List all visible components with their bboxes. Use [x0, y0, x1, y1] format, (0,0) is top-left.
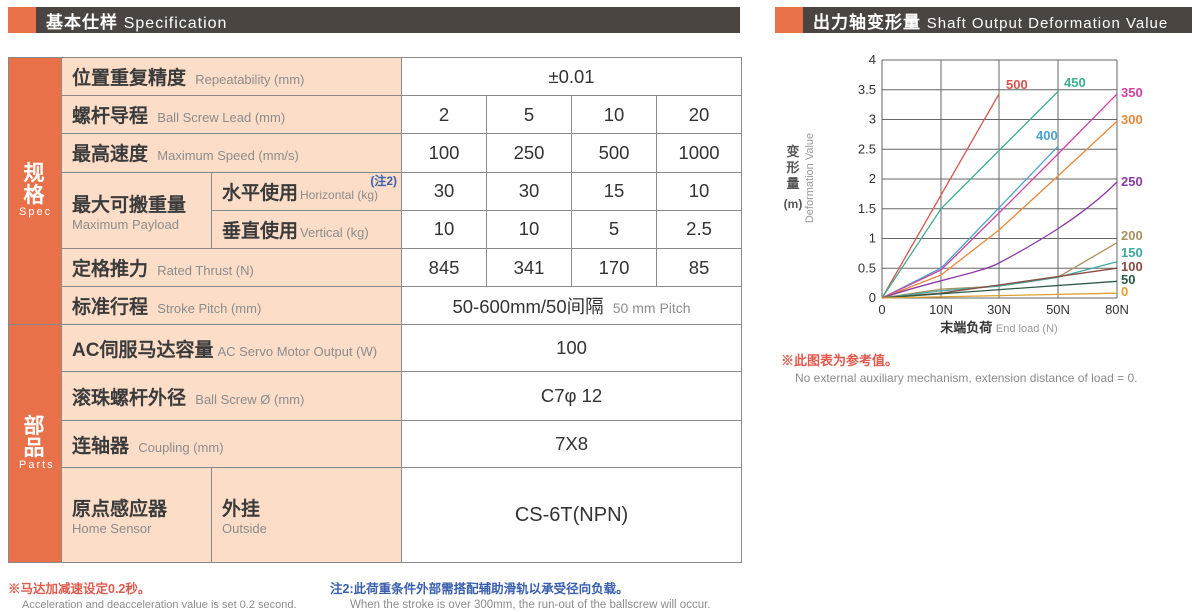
svg-text:30N: 30N — [987, 302, 1011, 317]
svg-text:350: 350 — [1121, 85, 1143, 100]
svg-text:2: 2 — [869, 171, 876, 186]
svg-text:250: 250 — [1121, 174, 1143, 189]
svg-text:3: 3 — [869, 112, 876, 127]
svg-text:1: 1 — [869, 231, 876, 246]
svg-text:50N: 50N — [1046, 302, 1070, 317]
svg-text:量: 量 — [786, 176, 799, 191]
svg-text:450: 450 — [1064, 75, 1086, 90]
svg-text:200: 200 — [1121, 228, 1143, 243]
svg-text:3.5: 3.5 — [858, 82, 876, 97]
svg-text:1.5: 1.5 — [858, 201, 876, 216]
svg-text:2.5: 2.5 — [858, 141, 876, 156]
svg-text:0: 0 — [869, 290, 876, 305]
svg-text:500: 500 — [1006, 77, 1028, 92]
svg-text:0: 0 — [878, 302, 885, 317]
svg-text:(m): (m) — [784, 197, 803, 211]
svg-text:4: 4 — [869, 52, 876, 67]
svg-text:变: 变 — [786, 144, 799, 159]
svg-text:末端负荷 End load (N): 末端负荷 End load (N) — [939, 320, 1057, 335]
svg-text:150: 150 — [1121, 245, 1143, 260]
svg-text:Deformation Value: Deformation Value — [804, 133, 816, 223]
svg-text:300: 300 — [1121, 112, 1143, 127]
svg-text:形: 形 — [786, 160, 799, 175]
svg-text:80N: 80N — [1105, 302, 1129, 317]
svg-text:400: 400 — [1036, 128, 1058, 143]
svg-text:0.5: 0.5 — [858, 260, 876, 275]
svg-text:0: 0 — [1121, 284, 1128, 299]
svg-text:10N: 10N — [929, 302, 953, 317]
